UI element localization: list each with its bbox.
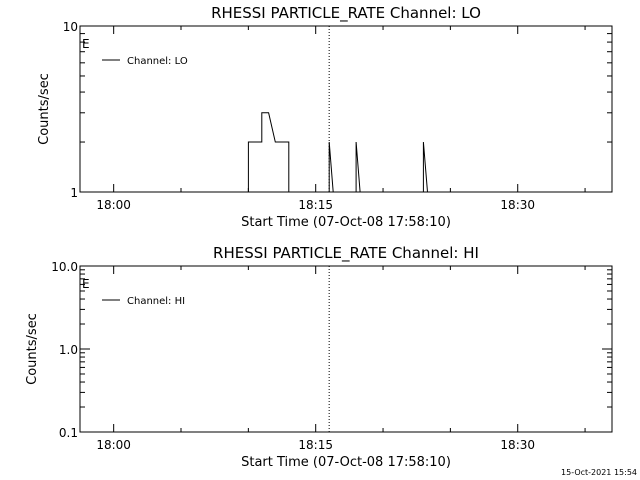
y-tick-label: 10	[63, 20, 78, 34]
x-axis-label: Start Time (07-Oct-08 17:58:10)	[241, 455, 451, 470]
y-tick-label: 10.0	[51, 260, 78, 274]
plot-frame	[79, 265, 613, 433]
y-tick-label: 1	[70, 186, 78, 200]
legend-entry: Channel: HI	[127, 296, 185, 307]
plot-frame	[79, 25, 613, 193]
start-marker-label: E	[82, 277, 90, 291]
chart-hi: RHESSI PARTICLE_RATE Channel: HI 18:00 18:…	[25, 244, 613, 470]
y-tick-label: 1.0	[59, 343, 78, 357]
x-axis-label: Start Time (07-Oct-08 17:58:10)	[241, 215, 451, 230]
chart-lo: RHESSI PARTICLE_RATE Channel: LO 18:00 18:…	[37, 4, 613, 230]
start-marker-label: E	[82, 37, 90, 51]
chart-title: RHESSI PARTICLE_RATE Channel: HI	[213, 244, 479, 263]
y-tick-label: 0.1	[59, 426, 78, 440]
x-tick-label: 18:15	[298, 438, 333, 452]
legend-entry: Channel: LO	[127, 56, 188, 67]
y-axis-label: Counts/sec	[25, 313, 40, 385]
series-line	[100, 112, 437, 193]
y-axis-label: Counts/sec	[37, 73, 52, 145]
x-tick-label: 18:15	[298, 198, 333, 212]
x-tick-label: 18:30	[500, 438, 535, 452]
x-tick-label: 18:30	[500, 198, 535, 212]
x-tick-label: 18:00	[96, 438, 131, 452]
chart-title: RHESSI PARTICLE_RATE Channel: LO	[211, 4, 481, 23]
footer-timestamp: 15-Oct-2021 15:54	[561, 468, 637, 477]
x-tick-label: 18:00	[96, 198, 131, 212]
